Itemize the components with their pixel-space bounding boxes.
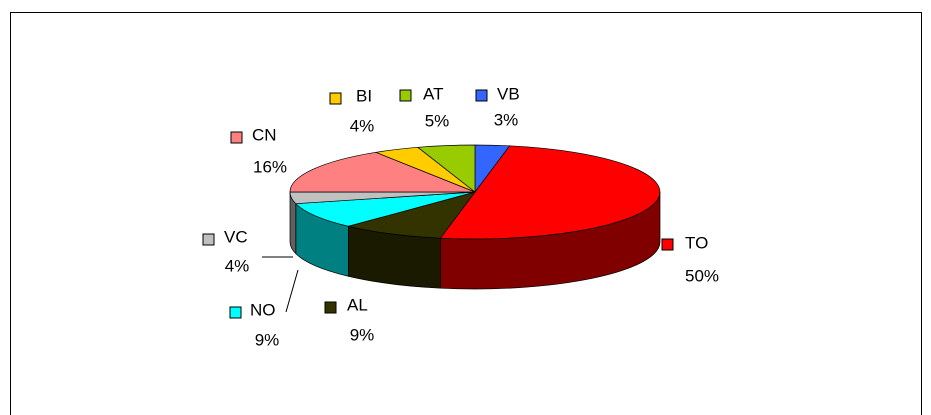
slice	[289, 151, 476, 193]
legend-key	[329, 92, 342, 105]
legend-key	[661, 238, 674, 251]
legend-key	[475, 89, 488, 102]
value-label: 3%	[494, 110, 519, 129]
slice	[348, 191, 476, 239]
value-label: 9%	[350, 325, 375, 344]
category-label: AL	[347, 295, 368, 314]
legend-key	[399, 89, 412, 102]
legend-key	[202, 233, 215, 246]
value-label: 4%	[350, 116, 375, 135]
category-label: AT	[423, 84, 443, 103]
legend-key	[229, 306, 242, 319]
slice	[416, 144, 476, 193]
category-label: CN	[252, 125, 277, 144]
value-label: 16%	[253, 157, 287, 176]
value-label: 50%	[685, 266, 719, 285]
legend-key	[230, 131, 243, 144]
slice	[295, 191, 476, 227]
leader-line	[285, 269, 299, 313]
value-label: 4%	[225, 256, 250, 275]
legend-key	[324, 301, 337, 314]
category-label: TO	[685, 233, 708, 252]
value-label: 5%	[425, 111, 450, 130]
category-label: VC	[224, 227, 248, 246]
slice	[439, 145, 660, 240]
category-label: VB	[497, 84, 520, 103]
value-label: 9%	[255, 330, 280, 349]
category-label: BI	[356, 86, 372, 105]
category-label: NO	[250, 300, 276, 319]
